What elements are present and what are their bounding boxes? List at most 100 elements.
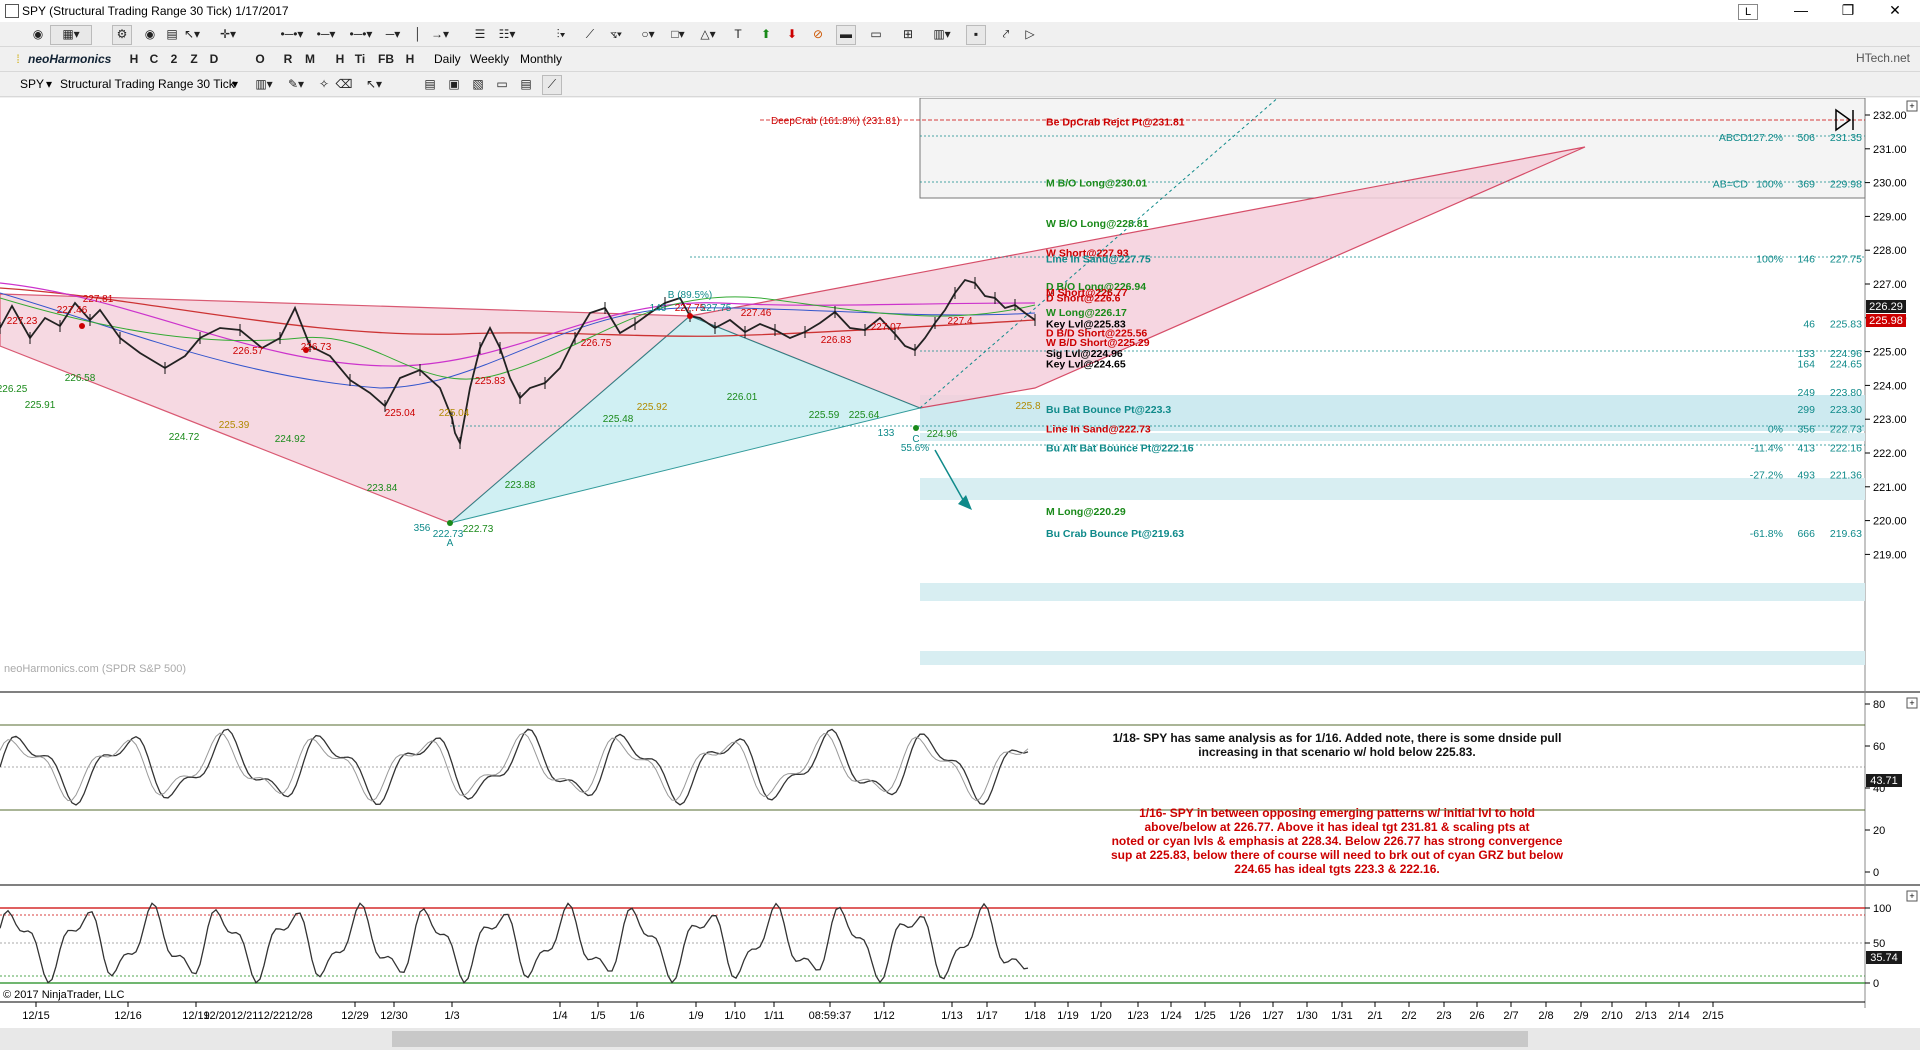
- d-button[interactable]: D: [204, 50, 224, 70]
- magic-icon[interactable]: ✧: [318, 77, 330, 91]
- instrument-selector[interactable]: SPY: [20, 77, 45, 91]
- x-tick-label: 1/23: [1127, 1010, 1148, 1022]
- hide-icon[interactable]: ◉: [144, 27, 156, 41]
- ratio-count: 369: [1797, 178, 1815, 190]
- price-series: [0, 278, 1036, 446]
- x-tick-label: 2/13: [1635, 1010, 1656, 1022]
- osc1-tick-label: 20: [1873, 825, 1885, 837]
- swing-marker: [913, 425, 919, 431]
- chevron-down-icon[interactable]: ▾: [46, 77, 53, 91]
- eraser-icon[interactable]: ⌫: [335, 77, 353, 91]
- vline-icon[interactable]: │: [414, 27, 422, 41]
- list-icon[interactable]: ▤: [520, 77, 532, 91]
- scrollbar-thumb[interactable]: [392, 1031, 1528, 1047]
- crosshair-icon[interactable]: ✛▾: [219, 27, 237, 41]
- share-icon[interactable]: ▪: [966, 25, 986, 45]
- m-button[interactable]: M: [300, 50, 320, 70]
- andrews-icon[interactable]: ⫶▾: [556, 27, 566, 41]
- h2-button[interactable]: H: [330, 50, 350, 70]
- instrument-icon[interactable]: ▦▾: [50, 25, 92, 45]
- extended-line-icon[interactable]: •─•▾: [349, 27, 373, 41]
- arrow-line-icon[interactable]: →▾: [430, 27, 450, 41]
- fb-button[interactable]: FB: [376, 50, 396, 70]
- daily-button[interactable]: Daily: [434, 52, 461, 66]
- horizontal-scrollbar[interactable]: [0, 1028, 1920, 1050]
- window-icon[interactable]: ▭: [496, 77, 508, 91]
- ratio-price: 224.96: [1830, 348, 1862, 360]
- price-y-axis[interactable]: 232.00 231.00 230.00 229.00 228.00 227.00 226.…: [1865, 110, 1907, 561]
- swing-label: 133: [878, 428, 895, 439]
- chart-panel[interactable]: 232.00 231.00 230.00 229.00 228.00 227.00 226.…: [0, 82, 1920, 1028]
- chart-icon[interactable]: ▤: [424, 77, 436, 91]
- level-label: Bu Crab Bounce Pt@219.63: [1046, 528, 1184, 540]
- minimize-button[interactable]: —: [1794, 2, 1808, 18]
- fib-ext-icon[interactable]: ☷▾: [498, 27, 516, 41]
- time-x-axis[interactable]: 12/15 12/16 12/19 12/29 12/30 1/3 1/4 1/5 1/6 1/9…: [22, 1002, 1724, 1022]
- h3-button[interactable]: H: [400, 50, 420, 70]
- ratio-count: 133: [1797, 348, 1815, 360]
- swing-label: 226.01: [727, 392, 758, 403]
- swing-label: A: [447, 538, 454, 549]
- bar-type-icon[interactable]: ▥▾: [255, 77, 273, 91]
- ruler-icon[interactable]: ⟋: [542, 75, 562, 95]
- osc2-tick-label: 50: [1873, 938, 1885, 950]
- arrow-down-icon[interactable]: ⬇: [786, 27, 798, 41]
- z-button[interactable]: Z: [184, 50, 204, 70]
- link-button[interactable]: L: [1728, 0, 1768, 22]
- cursor-icon[interactable]: ↖▾: [183, 27, 201, 41]
- triangle-icon[interactable]: △▾: [700, 27, 716, 41]
- indicator-icon[interactable]: ▧: [472, 77, 484, 91]
- 2-button[interactable]: 2: [164, 50, 184, 70]
- pointer-icon[interactable]: ↖▾: [365, 77, 383, 91]
- gann-icon[interactable]: ⦪▾: [610, 27, 622, 41]
- draw-icon[interactable]: ⤤: [1002, 27, 1010, 41]
- panel-settings-icon[interactable]: +: [1906, 100, 1918, 112]
- ratio-pct: -27.2%: [1750, 470, 1783, 482]
- swing-label: 226.83: [821, 335, 852, 346]
- h-button[interactable]: H: [124, 50, 144, 70]
- close-button[interactable]: ✕: [1889, 2, 1901, 18]
- panel-settings-icon[interactable]: +: [1906, 697, 1918, 709]
- r-button[interactable]: R: [278, 50, 298, 70]
- ellipse-icon[interactable]: ○▾: [641, 27, 655, 41]
- ray-tool-icon[interactable]: •─▾: [316, 27, 336, 41]
- c-button[interactable]: C: [144, 50, 164, 70]
- hline-icon[interactable]: ─▾: [385, 27, 401, 41]
- chart-canvas[interactable]: 232.00 231.00 230.00 229.00 228.00 227.00 226.…: [0, 82, 1920, 1028]
- template-icon[interactable]: ⊞: [902, 27, 914, 41]
- arrow-up-icon[interactable]: ⬆: [760, 27, 772, 41]
- weekly-button[interactable]: Weekly: [470, 52, 510, 66]
- scroll-to-end-icon[interactable]: [1835, 108, 1854, 132]
- text-tool-icon[interactable]: T: [734, 27, 742, 41]
- o-button[interactable]: O: [250, 50, 270, 70]
- regression-icon[interactable]: ⟋: [585, 27, 595, 41]
- x-tick-label: 2/15: [1702, 1010, 1723, 1022]
- remove-drawings-icon[interactable]: ▬: [836, 25, 856, 45]
- play-icon[interactable]: ▷: [1025, 27, 1035, 41]
- bars-icon[interactable]: ▥▾: [933, 27, 951, 41]
- swing-label: 226.25: [0, 384, 28, 395]
- strategy-icon[interactable]: ▣: [448, 77, 460, 91]
- rectangle-icon[interactable]: □▾: [671, 27, 685, 41]
- pencil-icon[interactable]: ✎▾: [287, 77, 305, 91]
- panel-settings-icon[interactable]: +: [1906, 890, 1918, 902]
- monthly-button[interactable]: Monthly: [520, 52, 563, 66]
- y-tick-label: 223.00: [1873, 414, 1907, 426]
- line-tool-icon[interactable]: •─•▾: [280, 27, 304, 41]
- properties-icon[interactable]: ▤: [166, 27, 178, 41]
- note-line-1: 1/18- SPY has same analysis as for 1/16.…: [1113, 731, 1562, 745]
- fib-icon[interactable]: ☰: [474, 27, 486, 41]
- period-selector[interactable]: Structural Trading Range 30 Tick: [60, 77, 235, 91]
- gear-icon[interactable]: ⚙: [112, 25, 132, 45]
- note-red-line-1: 1/16- SPY in between opposing emerging p…: [1139, 806, 1535, 820]
- indicator-toolbar: ⁞ neoHarmonics H C 2 Z D O R M H Ti FB H…: [0, 47, 1920, 72]
- y-tick-label: 224.00: [1873, 380, 1907, 392]
- maximize-button[interactable]: ❐: [1841, 2, 1855, 18]
- level-label: Key Lvl@224.65: [1046, 358, 1126, 370]
- ti-button[interactable]: Ti: [350, 50, 370, 70]
- marker-icon[interactable]: ⊘: [812, 27, 824, 41]
- ratio-pct: -11.4%: [1751, 443, 1784, 455]
- chevron-down-icon[interactable]: ▾: [232, 77, 239, 91]
- data-box-icon[interactable]: ▭: [870, 27, 882, 41]
- eye-icon[interactable]: ◉: [32, 27, 44, 41]
